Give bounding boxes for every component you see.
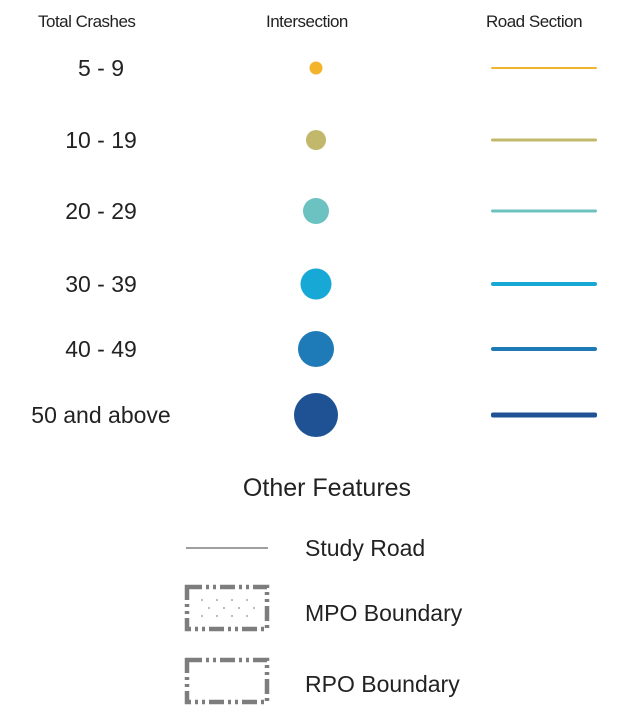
road-section-line-icon bbox=[491, 138, 597, 142]
study-road-label: Study Road bbox=[305, 535, 426, 561]
total-crashes-header: Total Crashes bbox=[38, 12, 136, 31]
range-label: 20 - 29 bbox=[65, 198, 137, 224]
range-label: 30 - 39 bbox=[65, 271, 137, 297]
road-section-line-icon bbox=[491, 412, 597, 418]
range-label: 40 - 49 bbox=[65, 336, 137, 362]
other-features-title: Other Features bbox=[242, 474, 412, 502]
range-label: 5 - 9 bbox=[77, 55, 125, 81]
legend-row-10-19: 10 - 19 bbox=[0, 115, 638, 165]
intersection-header: Intersection bbox=[266, 12, 348, 31]
range-label: 10 - 19 bbox=[65, 127, 137, 153]
legend-row-40-49: 40 - 49 bbox=[0, 324, 638, 374]
road-section-line-icon bbox=[491, 67, 597, 69]
road-section-line-icon bbox=[491, 209, 597, 213]
intersection-dot-icon bbox=[306, 130, 326, 150]
road-section-line-icon bbox=[491, 347, 597, 351]
intersection-dot-icon bbox=[294, 393, 338, 437]
dashed-dotted-box-icon bbox=[184, 584, 270, 632]
legend-row-30-39: 30 - 39 bbox=[0, 259, 638, 309]
road-section-line-icon bbox=[491, 282, 597, 286]
mpo-boundary-label: MPO Boundary bbox=[305, 600, 463, 626]
legend-row-50-above: 50 and above bbox=[0, 390, 638, 440]
range-label: 50 and above bbox=[31, 402, 171, 428]
legend-row-5-9: 5 - 9 bbox=[0, 43, 638, 93]
intersection-dot-icon bbox=[300, 268, 332, 300]
solid-line-icon bbox=[186, 547, 268, 549]
road-section-header: Road Section bbox=[486, 12, 583, 31]
dashed-box-icon bbox=[184, 657, 270, 705]
intersection-dot-icon bbox=[298, 331, 334, 367]
rpo-boundary-label: RPO Boundary bbox=[305, 671, 460, 697]
intersection-dot-icon bbox=[303, 198, 329, 224]
legend-row-20-29: 20 - 29 bbox=[0, 186, 638, 236]
intersection-dot-icon bbox=[309, 61, 323, 75]
